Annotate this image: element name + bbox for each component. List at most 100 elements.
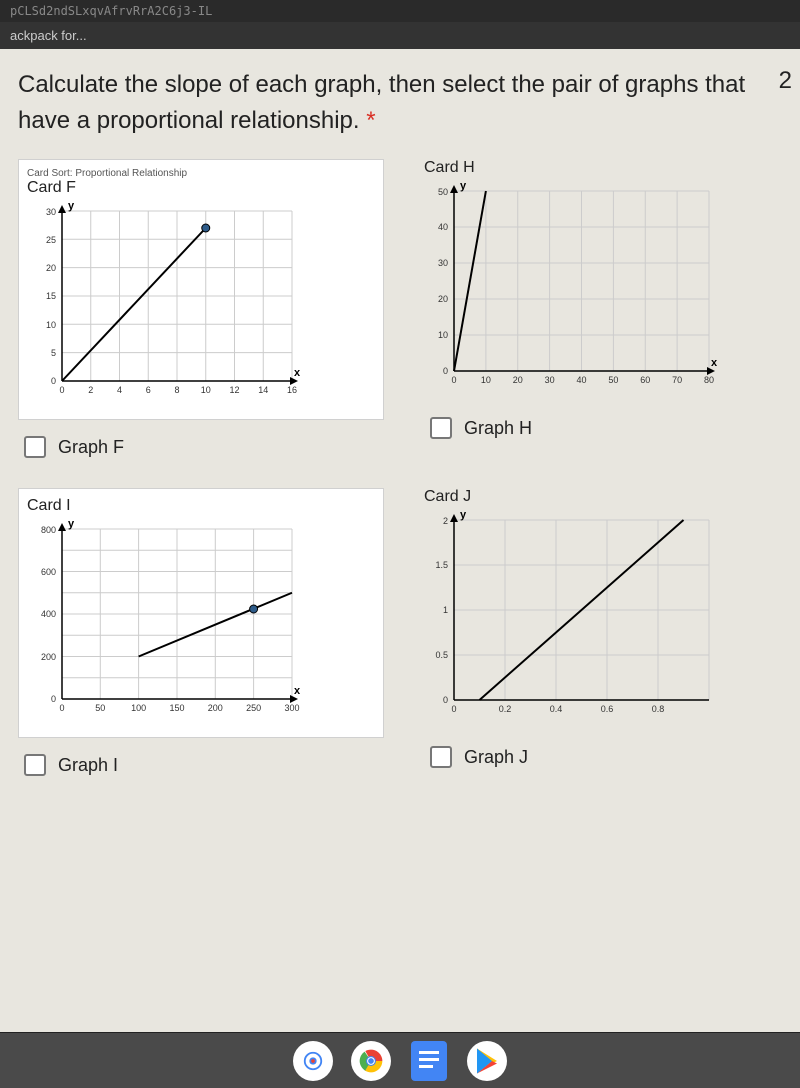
svg-text:15: 15 (46, 291, 56, 301)
chart-f: y x 0 5 10 15 20 25 30 0 2 4 6 (27, 201, 307, 411)
checkbox-f[interactable] (24, 436, 46, 458)
svg-text:4: 4 (117, 385, 122, 395)
svg-text:x: x (294, 367, 301, 379)
options-grid: Card Sort: Proportional Relationship Car… (18, 159, 800, 776)
svg-text:0: 0 (59, 385, 64, 395)
chart-f-title: Card F (27, 179, 375, 197)
svg-text:2: 2 (443, 516, 448, 526)
option-f[interactable]: Graph F (18, 436, 384, 458)
svg-text:80: 80 (704, 375, 714, 385)
svg-text:70: 70 (672, 375, 682, 385)
svg-text:200: 200 (208, 703, 223, 713)
svg-text:0: 0 (59, 703, 64, 713)
svg-text:0.8: 0.8 (652, 704, 665, 714)
svg-text:0: 0 (443, 695, 448, 705)
svg-text:1.5: 1.5 (435, 560, 448, 570)
svg-text:20: 20 (438, 294, 448, 304)
chart-j-container: Card J (424, 488, 790, 730)
svg-text:0.5: 0.5 (435, 650, 448, 660)
svg-text:y: y (460, 510, 467, 521)
chart-f-subtitle: Card Sort: Proportional Relationship (27, 168, 375, 179)
tab-title: ackpack for... (10, 28, 87, 43)
svg-text:20: 20 (46, 263, 56, 273)
svg-text:50: 50 (608, 375, 618, 385)
svg-text:30: 30 (545, 375, 555, 385)
svg-text:0.4: 0.4 (550, 704, 563, 714)
docs-app-icon[interactable] (409, 1041, 449, 1081)
svg-text:14: 14 (258, 385, 268, 395)
svg-text:30: 30 (438, 258, 448, 268)
svg-text:0: 0 (451, 375, 456, 385)
svg-text:30: 30 (46, 207, 56, 217)
option-h-label: Graph H (464, 418, 532, 439)
chart-h-container: Card H (424, 159, 790, 401)
svg-text:50: 50 (438, 187, 448, 197)
svg-text:20: 20 (513, 375, 523, 385)
svg-text:y: y (68, 201, 75, 212)
svg-text:300: 300 (284, 703, 299, 713)
svg-text:0: 0 (443, 366, 448, 376)
svg-text:x: x (294, 685, 301, 697)
card-f: Card Sort: Proportional Relationship Car… (18, 159, 384, 458)
svg-text:200: 200 (41, 652, 56, 662)
svg-text:250: 250 (246, 703, 261, 713)
svg-text:40: 40 (438, 222, 448, 232)
checkbox-j[interactable] (430, 746, 452, 768)
play-store-icon[interactable] (467, 1041, 507, 1081)
svg-text:60: 60 (640, 375, 650, 385)
chrome-app-icon[interactable] (351, 1041, 391, 1081)
question-text: Calculate the slope of each graph, then … (18, 67, 800, 139)
chart-i: y x 0 200 400 600 800 0 50 100 150 200 2… (27, 519, 307, 729)
svg-text:40: 40 (576, 375, 586, 385)
option-i[interactable]: Graph I (18, 754, 384, 776)
svg-text:10: 10 (201, 385, 211, 395)
svg-text:16: 16 (287, 385, 297, 395)
svg-text:0.6: 0.6 (601, 704, 614, 714)
svg-text:x: x (711, 357, 718, 369)
checkbox-h[interactable] (430, 417, 452, 439)
svg-text:1: 1 (443, 605, 448, 615)
svg-text:12: 12 (229, 385, 239, 395)
chart-j: y 0 0.5 1 1.5 2 0 0.2 0.4 0.6 0.8 (424, 510, 724, 730)
svg-text:400: 400 (41, 609, 56, 619)
browser-url-bar: pCLSd2ndSLxqvAfrvRrA2C6j3-IL (0, 0, 800, 22)
chart-h: y x 0 10 20 30 40 50 0 10 20 30 40 50 (424, 181, 724, 401)
chart-h-title: Card H (424, 159, 790, 177)
browser-tab[interactable]: ackpack for... (0, 22, 800, 49)
svg-text:6: 6 (146, 385, 151, 395)
card-i: Card I (18, 488, 384, 776)
option-j[interactable]: Graph J (424, 746, 790, 768)
svg-text:0: 0 (51, 376, 56, 386)
svg-text:10: 10 (481, 375, 491, 385)
svg-text:100: 100 (131, 703, 146, 713)
svg-text:800: 800 (41, 525, 56, 535)
url-text: pCLSd2ndSLxqvAfrvRrA2C6j3-IL (10, 4, 212, 18)
svg-text:600: 600 (41, 567, 56, 577)
taskbar (0, 1032, 800, 1088)
card-h: Card H (424, 159, 790, 458)
svg-text:0.2: 0.2 (499, 704, 512, 714)
form-content: 2 Calculate the slope of each graph, the… (0, 49, 800, 1032)
card-j: Card J (424, 488, 790, 776)
svg-text:8: 8 (174, 385, 179, 395)
svg-text:10: 10 (438, 330, 448, 340)
camera-app-icon[interactable] (293, 1041, 333, 1081)
chart-i-container: Card I (18, 488, 384, 738)
option-f-label: Graph F (58, 437, 124, 458)
svg-text:0: 0 (451, 704, 456, 714)
option-h[interactable]: Graph H (424, 417, 790, 439)
option-i-label: Graph I (58, 755, 118, 776)
question-points: 2 (779, 67, 792, 95)
svg-text:y: y (68, 519, 75, 530)
option-j-label: Graph J (464, 747, 528, 768)
chart-j-title: Card J (424, 488, 790, 506)
svg-text:0: 0 (51, 694, 56, 704)
svg-text:10: 10 (46, 320, 56, 330)
required-asterisk: * (366, 107, 375, 134)
svg-text:5: 5 (51, 348, 56, 358)
svg-text:2: 2 (88, 385, 93, 395)
svg-text:50: 50 (95, 703, 105, 713)
checkbox-i[interactable] (24, 754, 46, 776)
chart-f-container: Card Sort: Proportional Relationship Car… (18, 159, 384, 420)
svg-text:25: 25 (46, 235, 56, 245)
